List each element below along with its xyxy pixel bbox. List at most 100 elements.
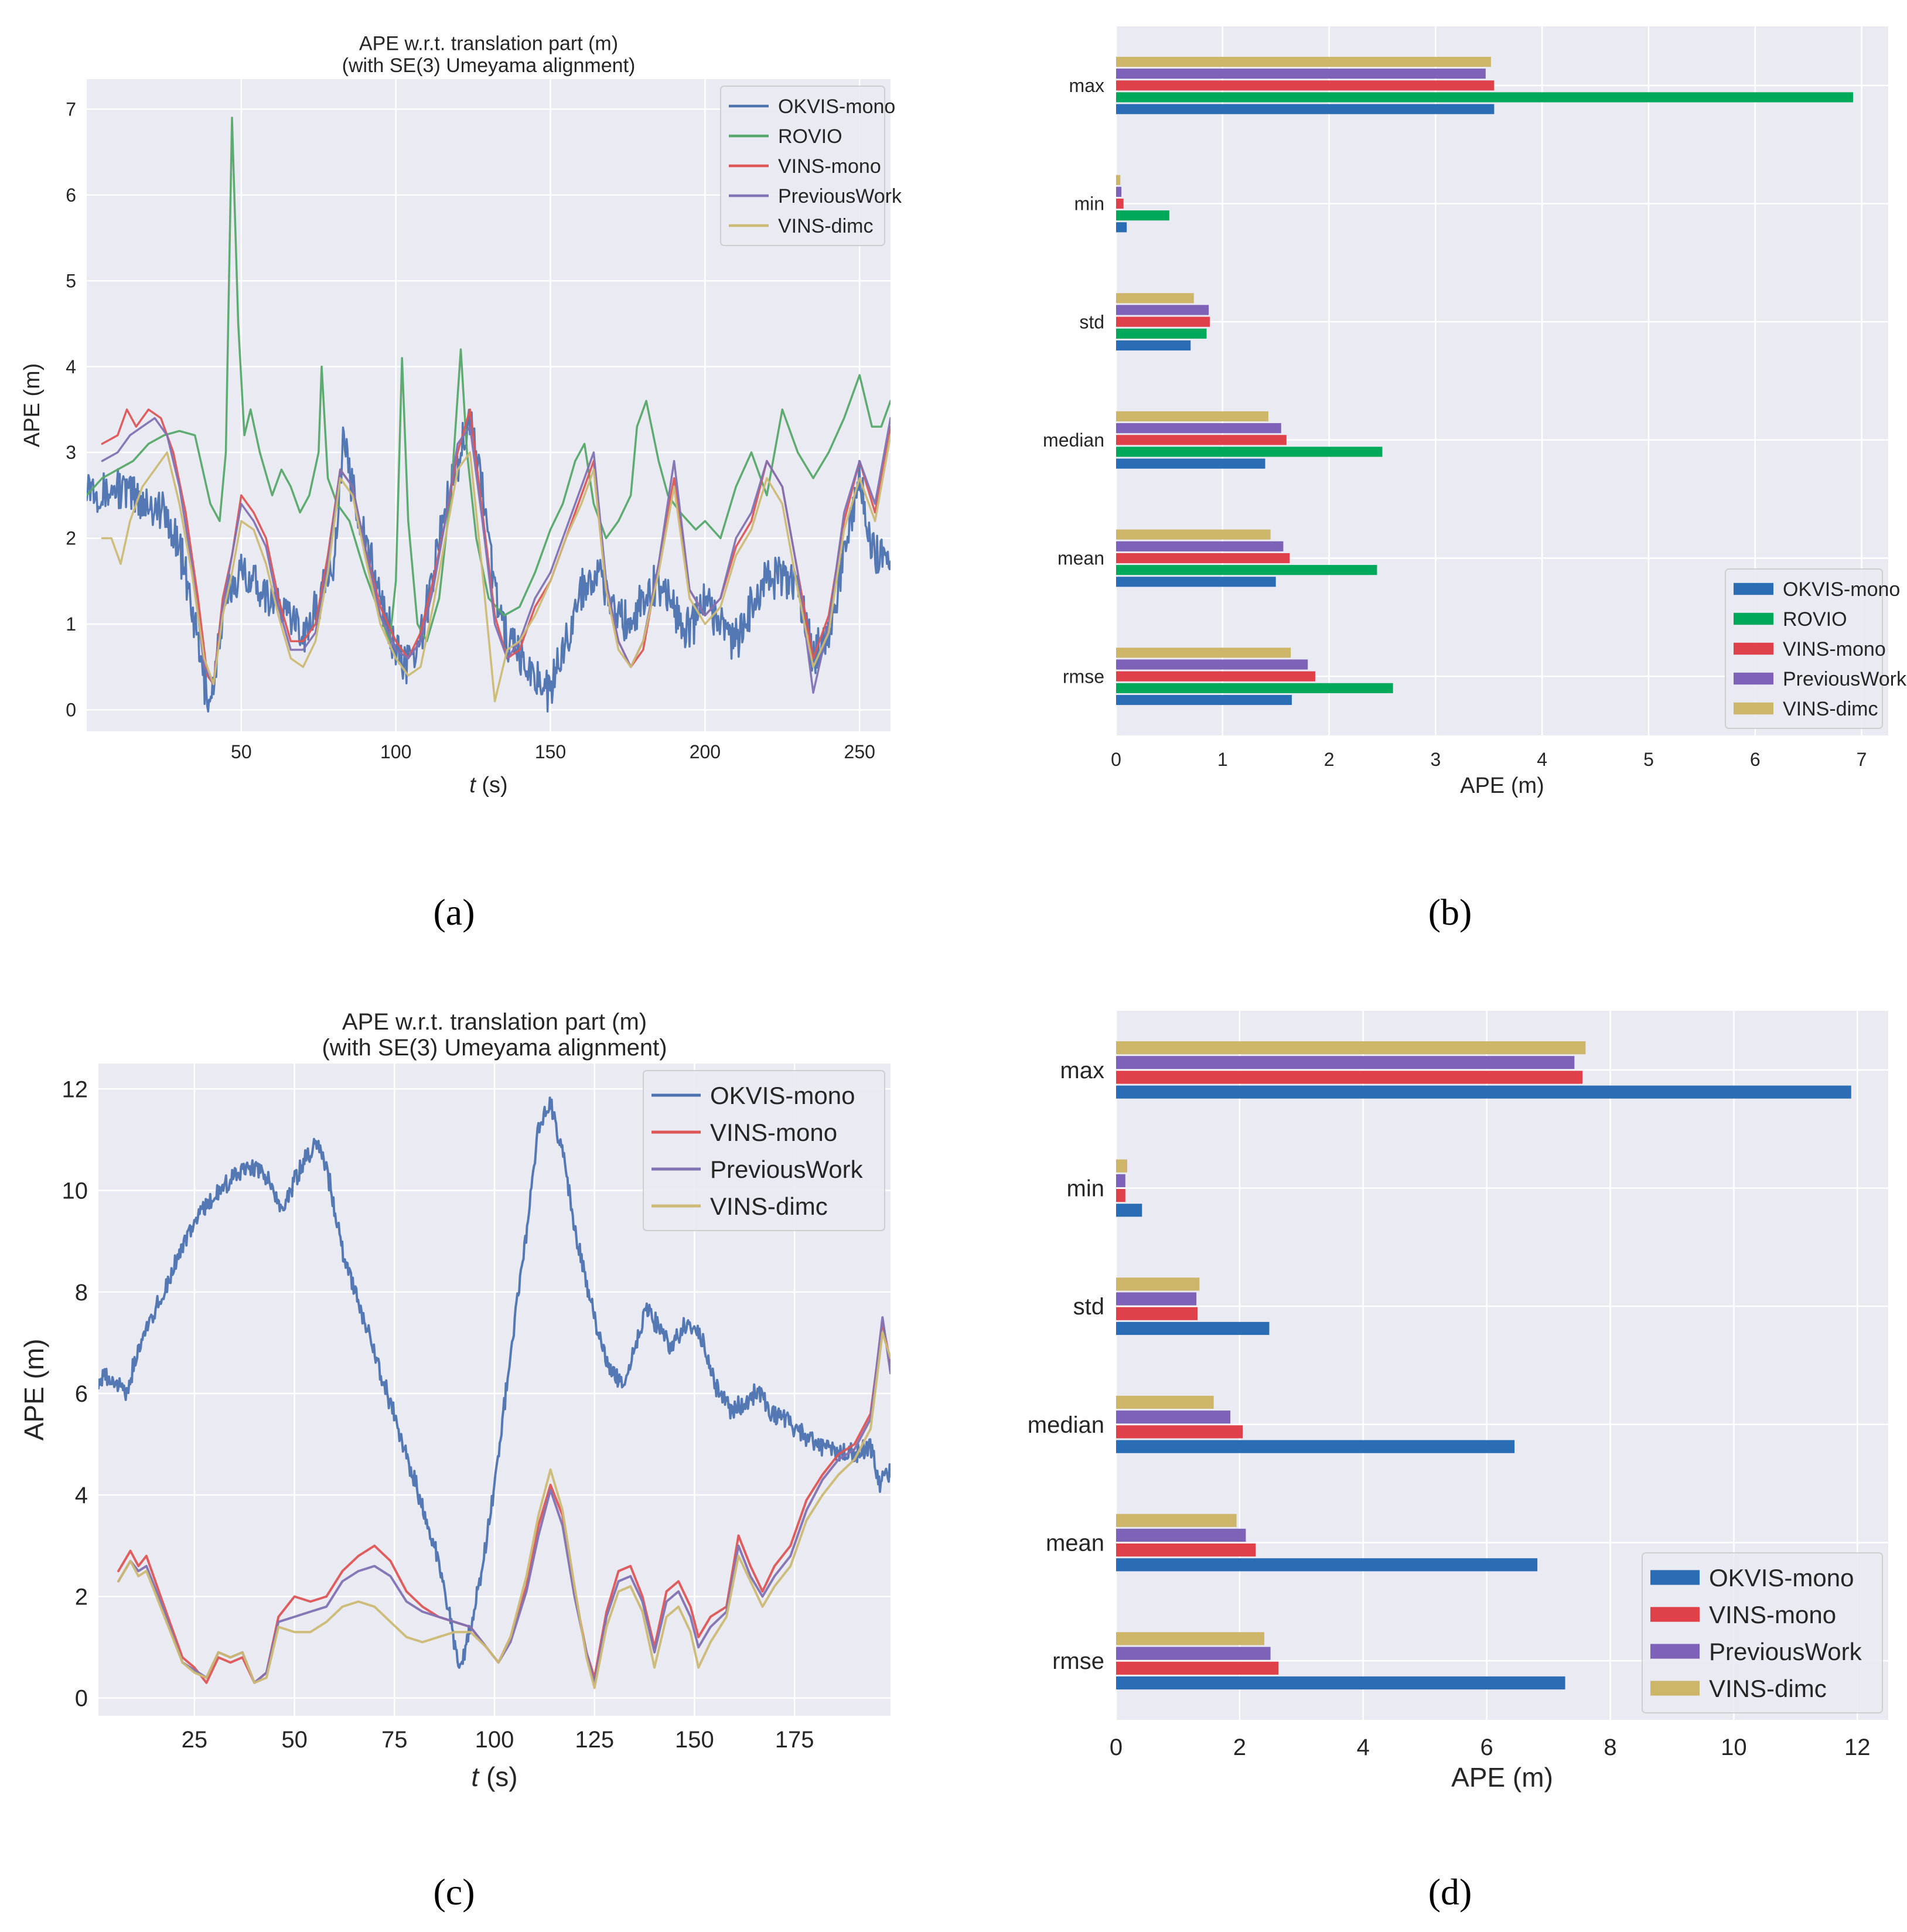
bar-min-vins-dimc (1116, 175, 1121, 185)
bar-median-previouswork (1116, 1410, 1231, 1424)
y-axis-label: APE (m) (20, 363, 45, 448)
legend-swatch-rovio (1734, 612, 1773, 625)
category-label-min: min (1067, 1176, 1104, 1202)
bar-rmse-okvis-mono (1116, 1676, 1565, 1690)
x-tick-label: 3 (1430, 749, 1441, 770)
y-tick-label: 2 (75, 1584, 88, 1610)
bar-min-rovio (1116, 210, 1169, 221)
series-line-vins-dimc (117, 1331, 891, 1689)
y-tick-label: 2 (66, 528, 76, 549)
legend-label-okvis-mono: OKVIS-mono (778, 96, 895, 118)
legend-box (1725, 568, 1883, 729)
bar-max-vins-dimc (1116, 56, 1491, 67)
bar-mean-previouswork (1116, 541, 1284, 551)
x-axis-label-unit: (s) (476, 773, 508, 798)
bar-min-vins-mono (1116, 198, 1124, 209)
x-tick-label: 0 (1110, 1735, 1123, 1760)
category-label-max: max (1069, 75, 1104, 96)
bar-rmse-vins-dimc (1116, 1632, 1265, 1645)
bar-max-previouswork (1116, 69, 1486, 79)
x-tick-label: 4 (1357, 1735, 1370, 1760)
category-label-median: median (1043, 430, 1104, 451)
chart-title: APE w.r.t. translation part (m) (342, 1009, 647, 1035)
legend-label-vins-dimc: VINS-dimc (1709, 1675, 1827, 1702)
bar-max-vins-dimc (1116, 1041, 1586, 1055)
x-tick-label: 50 (231, 741, 252, 762)
legend-swatch-vins-mono (1734, 642, 1773, 655)
chart-subtitle: (with SE(3) Umeyama alignment) (342, 54, 636, 77)
bar-median-vins-mono (1116, 435, 1287, 445)
x-tick-label: 2 (1324, 749, 1335, 770)
bar-min-vins-mono (1116, 1189, 1125, 1202)
x-tick-label: 50 (281, 1727, 308, 1753)
x-tick-label: 100 (475, 1727, 514, 1753)
bar-rmse-previouswork (1116, 1647, 1271, 1660)
legend-label-vins-dimc: VINS-dimc (1783, 698, 1878, 720)
bar-min-vins-dimc (1116, 1159, 1127, 1173)
bar-median-okvis-mono (1116, 1440, 1515, 1453)
y-tick-label: 4 (75, 1483, 88, 1508)
legend-label-okvis-mono: OKVIS-mono (710, 1082, 855, 1109)
bar-mean-vins-dimc (1116, 1514, 1237, 1527)
series-lines (98, 1096, 891, 1689)
bar-mean-okvis-mono (1116, 1558, 1538, 1572)
x-tick-label: 175 (775, 1727, 814, 1753)
x-axis-label: APE (m) (1460, 774, 1544, 798)
bar-std-vins-mono (1116, 316, 1210, 327)
legend: OKVIS-mono ROVIO VINS-mono PreviousWork VINS… (1725, 568, 1907, 729)
bar-mean-okvis-mono (1116, 577, 1276, 587)
bar-std-previouswork (1116, 305, 1209, 315)
legend-swatch-previouswork (1734, 672, 1773, 685)
legend-swatch-vins-mono (1650, 1607, 1700, 1622)
panel-a-line-chart: 50 100 150 200 250 0 1 2 3 4 5 6 7 APE w.r.t. transla… (20, 33, 902, 798)
series-line-okvis-mono (98, 1096, 891, 1669)
y-tick-label: 10 (62, 1178, 88, 1204)
x-tick-label: 6 (1480, 1735, 1493, 1760)
bar-std-vins-dimc (1116, 293, 1194, 304)
x-tick-label: 1 (1217, 749, 1228, 770)
bar-max-rovio (1116, 92, 1854, 103)
legend-label-previouswork: PreviousWork (710, 1156, 864, 1183)
legend-label-vins-mono: VINS-mono (710, 1119, 837, 1146)
legend: OKVIS-mono ROVIO VINS-mono PreviousWork VINS… (720, 86, 902, 246)
legend-swatch-okvis-mono (1734, 582, 1773, 595)
legend: OKVIS-mono VINS-mono PreviousWork VINS-dimc (1642, 1552, 1883, 1713)
series-line-vins-dimc (101, 434, 891, 703)
panel-d-bar-chart: max min std median mean rmse 0 2 4 6 8 10 12 APE (m) O… (1028, 1011, 1888, 1793)
panel-label-d: (d) (1428, 1871, 1472, 1913)
y-tick-label: 12 (62, 1076, 88, 1102)
x-tick-label: 6 (1750, 749, 1761, 770)
category-label-max: max (1060, 1058, 1104, 1083)
category-label-std: std (1073, 1294, 1104, 1320)
legend-label-previouswork: PreviousWork (1709, 1638, 1862, 1665)
bar-rmse-vins-mono (1116, 671, 1315, 682)
bar-rmse-vins-dimc (1116, 648, 1291, 658)
x-tick-label: 2 (1233, 1735, 1246, 1760)
panel-label-a: (a) (433, 891, 475, 933)
bar-mean-vins-mono (1116, 553, 1290, 564)
legend-label-vins-mono: VINS-mono (1783, 638, 1886, 660)
legend-label-vins-dimc: VINS-dimc (778, 215, 873, 237)
x-axis-label-italic: t (471, 1761, 480, 1792)
legend-swatch-okvis-mono (1650, 1570, 1700, 1585)
y-tick-label: 8 (75, 1280, 88, 1306)
bar-median-vins-mono (1116, 1425, 1243, 1439)
legend-swatch-vins-dimc (1734, 702, 1773, 715)
x-axis-label: APE (m) (1451, 1762, 1553, 1793)
y-tick-label: 7 (66, 98, 76, 120)
bar-rmse-vins-mono (1116, 1661, 1279, 1675)
legend-label-vins-mono: VINS-mono (778, 155, 881, 178)
x-tick-label: 4 (1537, 749, 1547, 770)
legend-box (720, 86, 885, 246)
y-tick-label: 1 (66, 614, 76, 635)
x-tick-label: 75 (381, 1727, 408, 1753)
bar-rmse-okvis-mono (1116, 694, 1292, 706)
legend-label-previouswork: PreviousWork (778, 185, 902, 207)
legend-label-okvis-mono: OKVIS-mono (1709, 1564, 1854, 1592)
y-tick-label: 3 (66, 442, 76, 463)
bar-min-okvis-mono (1116, 222, 1127, 233)
series-lines (87, 117, 891, 713)
legend-box (643, 1070, 885, 1231)
legend-label-okvis-mono: OKVIS-mono (1783, 578, 1900, 601)
